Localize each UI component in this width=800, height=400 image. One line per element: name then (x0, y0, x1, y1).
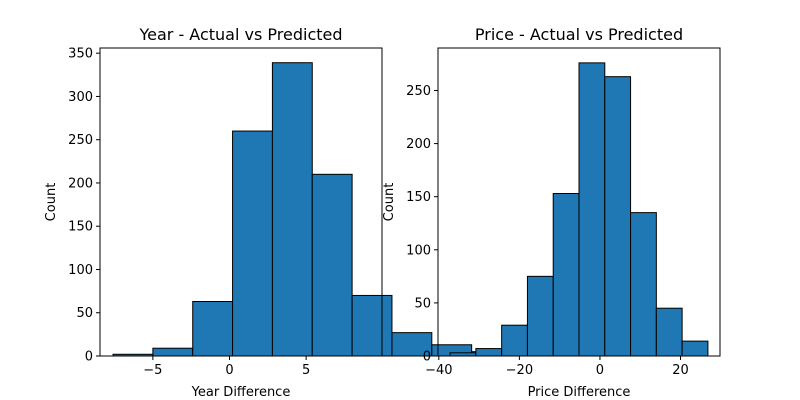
x-tick-label: 20 (672, 363, 689, 378)
y-tick-label: 0 (85, 350, 93, 365)
histogram-bar (655, 307, 683, 357)
histogram-bar (578, 62, 606, 357)
histogram-bar (630, 212, 657, 357)
y-tick-label: 100 (68, 263, 93, 278)
x-tick-label: 0 (225, 363, 233, 378)
x-tick-label: −5 (143, 363, 162, 378)
x-axis-label: Price Difference (528, 385, 631, 400)
y-tick-label: 150 (406, 190, 431, 205)
chart-title: Price - Actual vs Predicted (475, 25, 683, 44)
plot-frame (99, 47, 383, 357)
y-axis-label: Count (44, 183, 59, 222)
histogram-bar (526, 275, 554, 357)
histogram-bar (271, 62, 313, 357)
histogram-bar (681, 340, 709, 357)
y-tick-label: 100 (406, 243, 431, 258)
y-tick-label: 200 (406, 137, 431, 152)
plot-frame (437, 47, 721, 357)
y-tick-label: 250 (68, 133, 93, 148)
histogram-bar (152, 347, 194, 357)
x-tick-label: −20 (506, 363, 533, 378)
y-tick-label: 300 (68, 90, 93, 105)
histogram-bar (232, 130, 273, 357)
histogram-bar (501, 324, 528, 357)
price-difference-histogram: Price - Actual vs Predicted Price Differ… (382, 25, 721, 400)
y-tick-label: 50 (76, 306, 93, 321)
histogram-bar (351, 294, 393, 357)
y-tick-label: 50 (414, 296, 431, 311)
x-tick-label: 5 (302, 363, 310, 378)
histogram-bar (192, 300, 234, 357)
y-axis-label: Count (382, 183, 397, 222)
histogram-bar (552, 193, 580, 357)
x-axis-label: Year Difference (191, 385, 291, 400)
x-tick-label: −40 (425, 363, 452, 378)
x-tick-label: 0 (596, 363, 604, 378)
y-tick-label: 200 (68, 176, 93, 191)
histogram-bar (604, 76, 632, 357)
y-tick-label: 150 (68, 220, 93, 235)
y-tick-label: 350 (68, 47, 93, 62)
histogram-bar (311, 173, 353, 357)
y-tick-label: 0 (423, 350, 431, 365)
y-tick-label: 250 (406, 84, 431, 99)
histogram-bar (475, 348, 503, 357)
chart-title: Year - Actual vs Predicted (138, 25, 342, 44)
